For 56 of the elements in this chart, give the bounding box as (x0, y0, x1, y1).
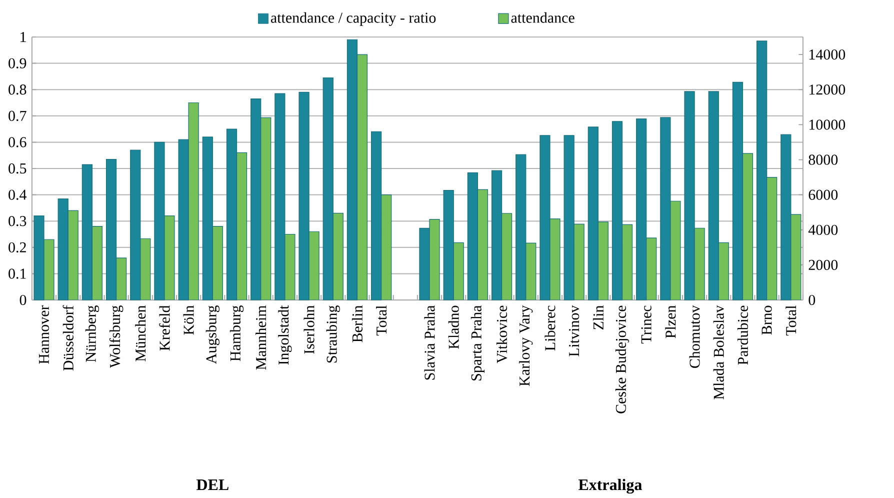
y-tick-label: 0.7 (8, 110, 26, 121)
x-tick-label: Mlada Boleslav (713, 305, 724, 400)
x-tick-label: Pardubice (737, 306, 748, 365)
x-tick-label: Chomutov (689, 305, 700, 368)
y-tick-label: 0.3 (8, 216, 26, 226)
text: Extraliga (578, 478, 642, 494)
x-tick-label: Ingolstadt (278, 305, 292, 365)
y2-tick-label: 2000 (808, 260, 838, 270)
x-tick-label: München (135, 305, 146, 362)
y-tick-label: 0.1 (8, 268, 26, 279)
y-tick-label: 1 (20, 32, 26, 42)
x-tick-label: Litvinov (569, 305, 580, 356)
y2-tick-label: 10000 (809, 120, 846, 130)
legend-label: attendance / capacity - ratio (270, 12, 436, 26)
y2-tick-label: 12000 (809, 84, 846, 95)
x-tick-label: Trinec (641, 306, 652, 344)
text: DEL (196, 480, 228, 490)
y2-tick-label: 4000 (808, 224, 838, 235)
y2-tick-label: 14000 (809, 49, 846, 60)
bar (718, 242, 729, 300)
y-tick-label: 0.5 (8, 163, 26, 174)
x-tick-label: Ceske Budejovice (615, 306, 630, 414)
x-tick-label: Hannover (39, 305, 49, 364)
x-tick-label: Krefeld (159, 305, 170, 351)
y2-tick-label: 0 (808, 294, 816, 306)
x-tick-label: Total (786, 305, 796, 336)
x-tick-label: Straubing (326, 305, 340, 363)
y-tick-label: 0 (20, 294, 26, 306)
y-tick-label: 0.9 (8, 58, 26, 68)
x-tick-label: Liberec (544, 306, 556, 351)
x-tick-label: Brno (762, 306, 772, 335)
x-tick-label: Karlovy Vary (519, 305, 533, 386)
y2-tick-label: 6000 (808, 190, 838, 200)
x-tick-label: Plzen (665, 305, 676, 338)
x-tick-label: Kladno (448, 306, 459, 349)
x-tick-label: Total (376, 305, 387, 336)
x-tick-label: Nürnberg (85, 305, 100, 362)
y2-tick-label: 8000 (808, 154, 838, 165)
x-tick-label: Düsseldorf (62, 305, 74, 371)
x-tick-label: Sparta Praha (470, 305, 484, 380)
y-tick-label: 0.8 (8, 84, 26, 95)
x-tick-label: Slavia Praha (424, 305, 435, 380)
x-tick-label: Zlin (592, 305, 604, 330)
x-tick-label: Hamburg (230, 305, 244, 362)
bar (116, 258, 127, 300)
x-tick-label: Vitkovice (496, 306, 508, 364)
x-tick-label: Augsburg (206, 305, 220, 364)
x-tick-label: Köln (183, 305, 194, 335)
x-tick-label: Iserlohn (304, 305, 314, 354)
legend-label: attendance (511, 12, 574, 23)
x-tick-label: Wolfsburg (109, 305, 124, 368)
x-tick-label: Berlin (352, 305, 362, 342)
y-tick-label: 0.2 (8, 242, 26, 252)
x-tick-label: Mannheim (256, 305, 266, 370)
y-tick-label: 0.6 (8, 137, 26, 148)
y-tick-label: 0.4 (8, 190, 27, 200)
